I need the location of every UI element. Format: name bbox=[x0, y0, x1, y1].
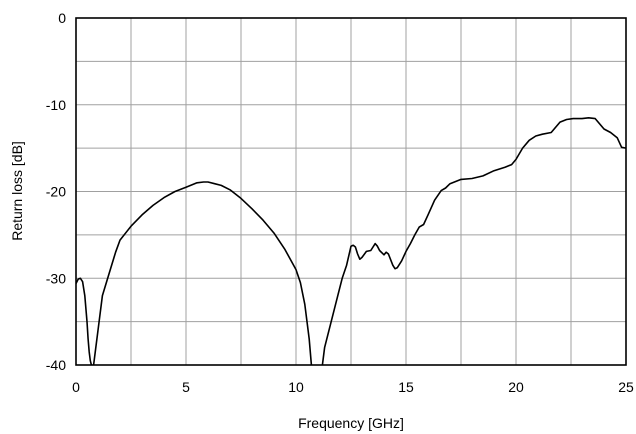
grid-lines bbox=[76, 18, 626, 365]
x-tick-label: 10 bbox=[288, 379, 304, 395]
x-tick-label: 15 bbox=[398, 379, 414, 395]
plot-area-frame bbox=[75, 17, 627, 366]
x-tick-label: 25 bbox=[618, 379, 634, 395]
y-tick-label: -30 bbox=[46, 270, 66, 286]
y-tick-labels: -40 -30 -20 -10 0 bbox=[46, 10, 66, 373]
x-tick-label: 5 bbox=[182, 379, 190, 395]
series-line-segment bbox=[321, 117, 627, 366]
x-tick-label: 0 bbox=[72, 379, 80, 395]
series-line-segment bbox=[92, 181, 313, 366]
x-tick-label: 20 bbox=[508, 379, 524, 395]
x-tick-labels: 0 5 10 15 20 25 bbox=[72, 379, 634, 395]
y-tick-label: -20 bbox=[46, 184, 66, 200]
y-tick-label: -10 bbox=[46, 97, 66, 113]
y-tick-label: 0 bbox=[58, 10, 66, 26]
y-axis-title: Return loss [dB] bbox=[9, 141, 25, 241]
y-tick-label: -40 bbox=[46, 357, 66, 373]
x-axis-title: Frequency [GHz] bbox=[298, 415, 404, 431]
series-line-segment bbox=[75, 277, 93, 366]
series-curve bbox=[75, 117, 627, 366]
